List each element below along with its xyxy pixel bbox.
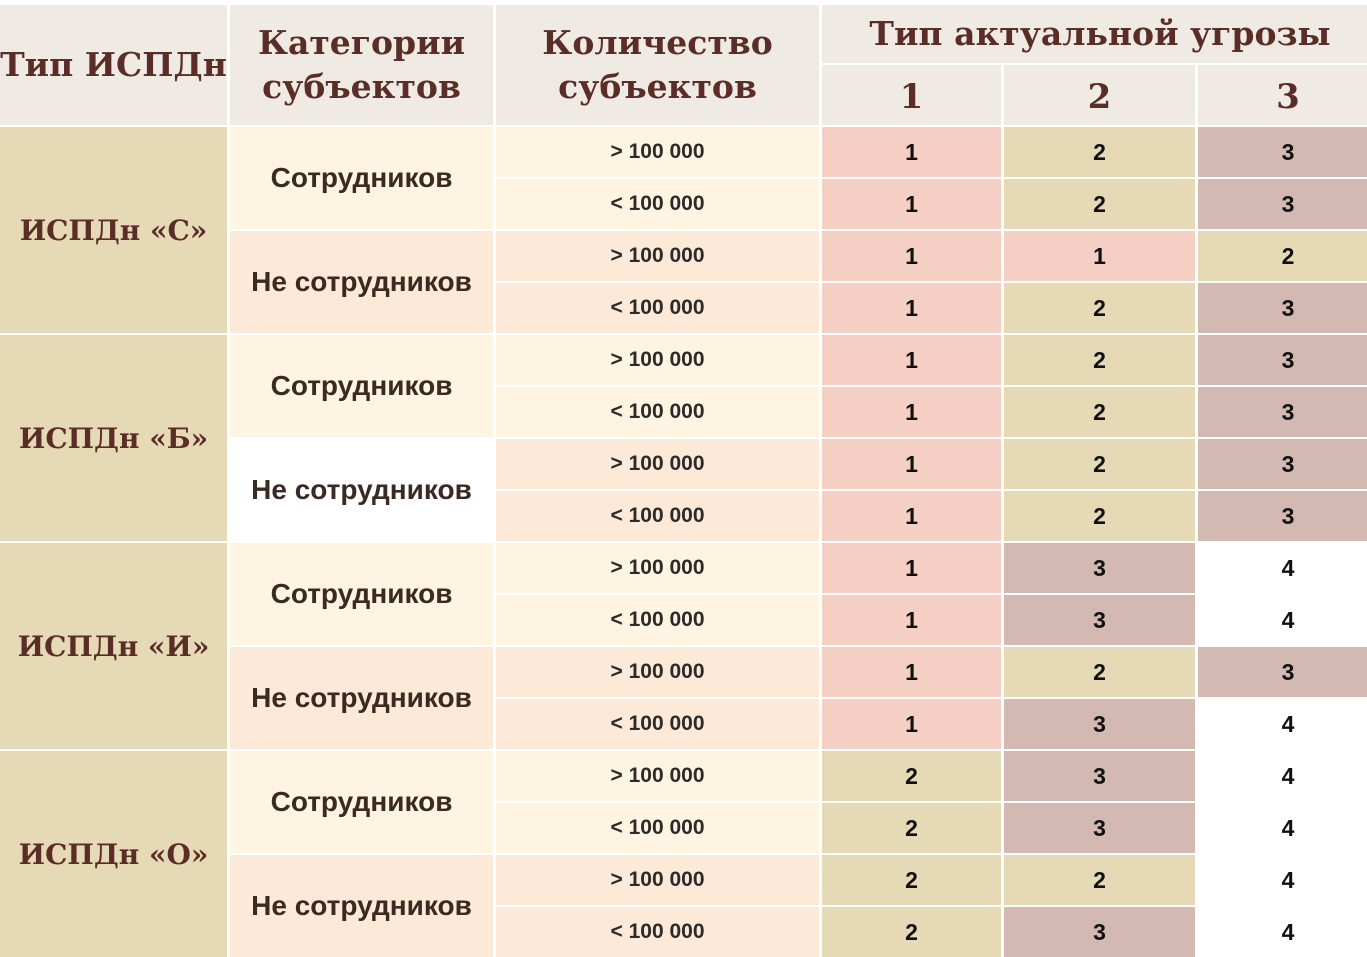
header-ispdn-type: Тип ИСПДн (0, 5, 227, 125)
subject-count: > 100 000 (496, 751, 819, 801)
threat-2-level: 2 (1004, 647, 1195, 697)
subject-count: > 100 000 (496, 127, 819, 177)
threat-2-level: 2 (1004, 283, 1195, 333)
threat-3-level: 4 (1198, 751, 1367, 801)
threat-2-level: 2 (1004, 387, 1195, 437)
ispdn-group-label: ИСПДн «О» (0, 751, 227, 957)
threat-1-level: 1 (822, 699, 1001, 749)
subject-count: < 100 000 (496, 699, 819, 749)
threat-2-level: 3 (1004, 751, 1195, 801)
category-label: Сотрудников (230, 543, 493, 645)
header-count: Количество субъектов (496, 5, 819, 125)
ispdn-group-label: ИСПДн «И» (0, 543, 227, 749)
threat-3-level: 3 (1198, 283, 1367, 333)
category-label: Не сотрудников (230, 439, 493, 541)
subject-count: < 100 000 (496, 283, 819, 333)
threat-2-level: 2 (1004, 335, 1195, 385)
subject-count: < 100 000 (496, 491, 819, 541)
subject-count: > 100 000 (496, 543, 819, 593)
subject-count: < 100 000 (496, 179, 819, 229)
ispdn-group-label: ИСПДн «Б» (0, 335, 227, 541)
header-threat-1: 1 (822, 65, 1001, 125)
threat-2-level: 2 (1004, 439, 1195, 489)
threat-3-level: 4 (1198, 595, 1367, 645)
threat-1-level: 1 (822, 283, 1001, 333)
threat-2-level: 3 (1004, 803, 1195, 853)
subject-count: > 100 000 (496, 335, 819, 385)
security-level-table: Тип ИСПДн Категории субъектов Количество… (0, 5, 1367, 957)
header-threat-type: Тип актуальной угрозы (822, 5, 1367, 63)
threat-1-level: 1 (822, 179, 1001, 229)
header-threat-2: 2 (1004, 65, 1195, 125)
subject-count: < 100 000 (496, 387, 819, 437)
subject-count: < 100 000 (496, 595, 819, 645)
threat-3-level: 2 (1198, 231, 1367, 281)
threat-3-level: 3 (1198, 335, 1367, 385)
subject-count: > 100 000 (496, 231, 819, 281)
threat-1-level: 2 (822, 855, 1001, 905)
threat-1-level: 2 (822, 907, 1001, 957)
category-label: Сотрудников (230, 335, 493, 437)
threat-1-level: 1 (822, 595, 1001, 645)
subject-count: > 100 000 (496, 439, 819, 489)
threat-1-level: 2 (822, 803, 1001, 853)
threat-1-level: 1 (822, 387, 1001, 437)
threat-2-level: 2 (1004, 491, 1195, 541)
threat-3-level: 4 (1198, 907, 1367, 957)
threat-1-level: 1 (822, 439, 1001, 489)
threat-2-level: 3 (1004, 907, 1195, 957)
subject-count: < 100 000 (496, 907, 819, 957)
threat-2-level: 2 (1004, 127, 1195, 177)
category-label: Не сотрудников (230, 231, 493, 333)
category-label: Не сотрудников (230, 855, 493, 957)
category-label: Не сотрудников (230, 647, 493, 749)
threat-2-level: 3 (1004, 543, 1195, 593)
subject-count: < 100 000 (496, 803, 819, 853)
threat-1-level: 1 (822, 491, 1001, 541)
threat-3-level: 3 (1198, 439, 1367, 489)
threat-2-level: 3 (1004, 699, 1195, 749)
threat-3-level: 3 (1198, 179, 1367, 229)
threat-1-level: 2 (822, 751, 1001, 801)
threat-2-level: 2 (1004, 179, 1195, 229)
threat-2-level: 2 (1004, 855, 1195, 905)
threat-3-level: 3 (1198, 387, 1367, 437)
threat-3-level: 3 (1198, 491, 1367, 541)
category-label: Сотрудников (230, 751, 493, 853)
subject-count: > 100 000 (496, 647, 819, 697)
threat-3-level: 4 (1198, 699, 1367, 749)
threat-1-level: 1 (822, 231, 1001, 281)
threat-3-level: 4 (1198, 855, 1367, 905)
threat-1-level: 1 (822, 127, 1001, 177)
subject-count: > 100 000 (496, 855, 819, 905)
header-categories: Категории субъектов (230, 5, 493, 125)
threat-3-level: 3 (1198, 647, 1367, 697)
threat-1-level: 1 (822, 335, 1001, 385)
threat-3-level: 3 (1198, 127, 1367, 177)
threat-1-level: 1 (822, 647, 1001, 697)
threat-2-level: 3 (1004, 595, 1195, 645)
threat-3-level: 4 (1198, 543, 1367, 593)
category-label: Сотрудников (230, 127, 493, 229)
header-threat-3: 3 (1198, 65, 1367, 125)
threat-3-level: 4 (1198, 803, 1367, 853)
threat-2-level: 1 (1004, 231, 1195, 281)
threat-1-level: 1 (822, 543, 1001, 593)
ispdn-group-label: ИСПДн «С» (0, 127, 227, 333)
